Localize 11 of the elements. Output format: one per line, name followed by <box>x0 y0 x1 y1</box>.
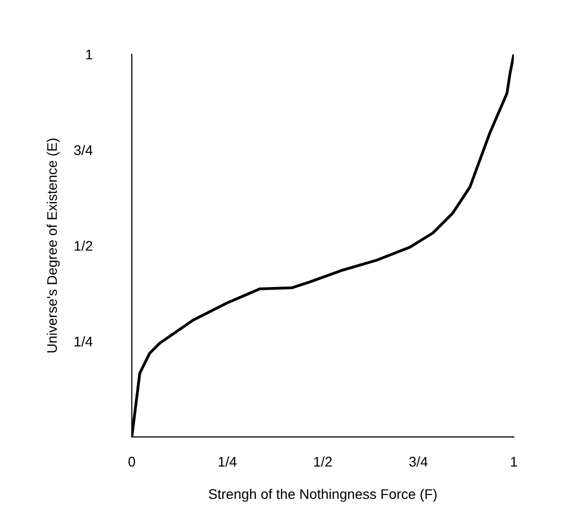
x-tick-label: 1 <box>511 456 518 466</box>
x-tick-label: 1/4 <box>218 456 237 467</box>
x-tick-label: 1/2 <box>314 456 332 467</box>
x-tick-label: 0 <box>128 456 136 467</box>
y-tick-label: 3/4 <box>74 144 92 156</box>
y-tick-label: 1/2 <box>74 240 92 251</box>
y-tick-label: 1/4 <box>74 336 92 346</box>
x-axis-title: Strengh of the Nothingness Force (F) <box>208 488 437 502</box>
x-tick-label: 3/4 <box>409 456 428 467</box>
y-axis-title: Universe's Degree of Existence (E) <box>46 138 60 352</box>
y-tick-label: 1 <box>86 50 92 60</box>
